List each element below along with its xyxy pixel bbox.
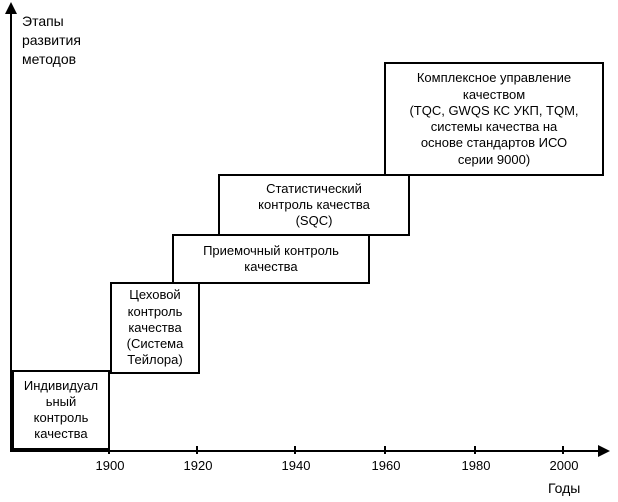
step-box: Комплексное управление качеством (TQC, G… bbox=[384, 62, 604, 176]
step-box-text: Индивидуал ьный контроль качества bbox=[24, 378, 98, 443]
step-box-text: Приемочный контроль качества bbox=[203, 243, 339, 276]
x-axis-arrow-icon bbox=[598, 445, 610, 457]
step-box-text: Статистический контроль качества (SQC) bbox=[258, 181, 370, 230]
x-tick bbox=[562, 446, 564, 454]
step-box: Статистический контроль качества (SQC) bbox=[218, 174, 410, 236]
step-box-text: Комплексное управление качеством (TQC, G… bbox=[409, 70, 578, 168]
y-axis-arrow-icon bbox=[5, 2, 17, 14]
x-tick-label: 1920 bbox=[180, 458, 216, 473]
x-tick bbox=[294, 446, 296, 454]
x-tick bbox=[384, 446, 386, 454]
timeline-figure: Этапы развития методов 1900 1920 1940 19… bbox=[0, 0, 618, 502]
step-box-text: Цеховой контроль качества (Система Тейло… bbox=[127, 287, 184, 368]
step-box: Индивидуал ьный контроль качества bbox=[12, 370, 110, 450]
x-tick-label: 1900 bbox=[92, 458, 128, 473]
step-box: Цеховой контроль качества (Система Тейло… bbox=[110, 282, 200, 374]
x-axis-title: Годы bbox=[548, 480, 580, 496]
x-tick-label: 2000 bbox=[546, 458, 582, 473]
x-tick-label: 1960 bbox=[368, 458, 404, 473]
y-axis-title: Этапы развития методов bbox=[22, 12, 81, 69]
x-axis-line bbox=[10, 450, 600, 452]
x-tick bbox=[196, 446, 198, 454]
x-tick-label: 1940 bbox=[278, 458, 314, 473]
x-tick bbox=[474, 446, 476, 454]
step-box: Приемочный контроль качества bbox=[172, 234, 370, 284]
x-tick-label: 1980 bbox=[458, 458, 494, 473]
